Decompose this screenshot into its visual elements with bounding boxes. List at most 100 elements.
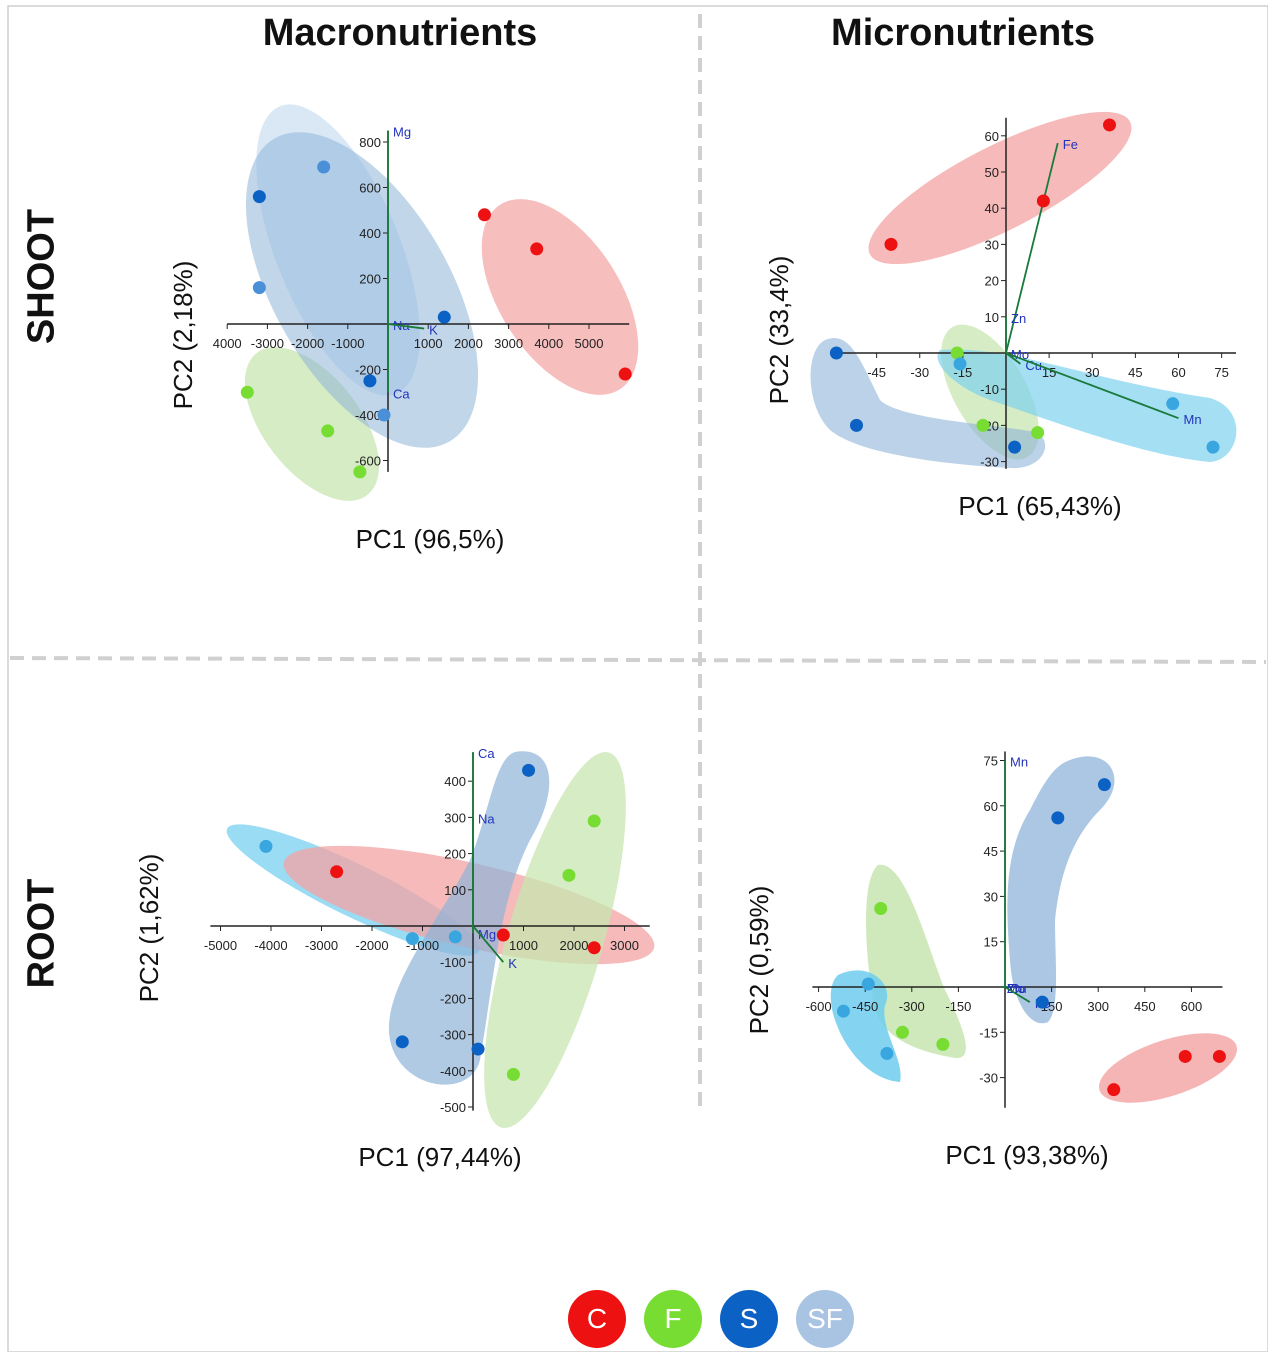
column-title-macronutrients: Macronutrients [262, 12, 538, 54]
y-axis-label: PC2 (0,59%) [744, 886, 774, 1035]
x-axis-label: PC1 (97,44%) [358, 1142, 521, 1172]
row-title-shoot: SHOOT [20, 208, 63, 345]
point-f [321, 424, 335, 438]
y-tick-label: 15 [984, 935, 998, 950]
point-f [240, 385, 254, 399]
y-tick-label: 600 [359, 181, 381, 196]
y-axis-label: PC2 (2,18%) [168, 261, 198, 410]
point-s [395, 1035, 409, 1049]
point-sf [836, 1004, 850, 1018]
point-sf [377, 408, 391, 422]
y-tick-label: 45 [984, 844, 998, 859]
loading-label-fe: Fe [1063, 137, 1078, 152]
x-tick-label: -300 [899, 999, 925, 1014]
y-tick-label: 30 [985, 237, 999, 252]
y-tick-label: -500 [440, 1100, 466, 1115]
point-f [936, 1037, 950, 1051]
y-tick-label: 30 [984, 889, 998, 904]
point-c [618, 367, 632, 381]
y-tick-label: 60 [985, 129, 999, 144]
y-tick-label: -400 [355, 408, 381, 423]
x-tick-label: 1000 [414, 336, 443, 351]
y-tick-label: -200 [355, 363, 381, 378]
x-tick-label: 3000 [494, 336, 523, 351]
y-tick-label: -100 [440, 955, 466, 970]
root-macro-hulls [226, 751, 655, 1128]
legend-item-f: F [644, 1290, 702, 1348]
x-tick-label: -150 [945, 999, 971, 1014]
loading-label-mo: Mo [1007, 981, 1025, 996]
point-f [1031, 426, 1045, 440]
point-sf [317, 160, 331, 174]
point-f [976, 418, 990, 432]
x-tick-label: -45 [867, 365, 886, 380]
y-tick-label: 100 [444, 883, 466, 898]
point-sf [861, 977, 875, 991]
point-s [437, 310, 451, 324]
y-tick-label: -30 [979, 1071, 998, 1086]
point-sf [1166, 397, 1180, 411]
point-f [562, 868, 576, 882]
legend-item-sf: SF [796, 1290, 854, 1348]
shoot-micro-hulls [810, 111, 1237, 469]
x-tick-label: -1000 [331, 336, 364, 351]
x-tick-label: 5000 [575, 336, 604, 351]
x-tick-label: 4000 [213, 336, 242, 351]
x-tick-label: 45 [1128, 365, 1142, 380]
legend-item-s: S [720, 1290, 778, 1348]
point-c [1178, 1049, 1192, 1063]
y-tick-label: -15 [979, 1025, 998, 1040]
point-s [850, 418, 863, 432]
x-tick-label: 450 [1134, 999, 1156, 1014]
x-axis-label: PC1 (65,43%) [958, 491, 1121, 521]
legend-item-c: C [568, 1290, 626, 1348]
x-tick-label: 600 [1181, 999, 1203, 1014]
loading-vector-fe [1005, 142, 1059, 354]
y-tick-label: 400 [444, 774, 466, 789]
horizontal-divider [9, 656, 1267, 664]
x-tick-label: 2000 [454, 336, 483, 351]
x-tick-label: -5000 [204, 938, 237, 953]
point-c [1212, 1049, 1226, 1063]
point-sf [259, 839, 273, 853]
point-s [522, 763, 536, 777]
loading-label-k: K [429, 323, 438, 338]
y-tick-label: 20 [985, 274, 999, 289]
point-c [530, 242, 544, 256]
loading-label-zn: Zn [1011, 311, 1026, 326]
x-tick-label: 300 [1087, 999, 1109, 1014]
loading-label-mo: Mo [1011, 347, 1029, 362]
point-s [1035, 995, 1049, 1009]
x-tick-label: 2000 [560, 938, 589, 953]
point-c [884, 237, 898, 251]
y-tick-label: -10 [980, 382, 999, 397]
point-sf [880, 1046, 894, 1060]
x-tick-label: 4000 [534, 336, 563, 351]
point-c [1103, 118, 1116, 132]
x-tick-label: -30 [910, 365, 929, 380]
y-tick-label: -200 [440, 991, 466, 1006]
point-c [1107, 1083, 1121, 1097]
loading-label-na: Na [478, 811, 495, 826]
y-tick-label: -400 [440, 1064, 466, 1079]
loading-label-mg: Mg [393, 125, 411, 140]
y-tick-label: 300 [444, 810, 466, 825]
point-f [874, 901, 888, 915]
y-tick-label: -300 [440, 1028, 466, 1043]
point-c [330, 865, 344, 879]
shoot-micronutrients-plot: -45 -30 -15 15 30 45 60 75605040302010-10-20-30… [764, 117, 1236, 521]
point-f [587, 814, 601, 828]
root-micronutrients-plot: -600 -450 -300 -150 150 300 450 6007560453015-1… [744, 751, 1226, 1170]
legend: C F S SF [568, 1290, 854, 1348]
y-tick-label: 10 [985, 310, 999, 325]
loading-label-mn: Mn [1184, 412, 1202, 427]
loading-label-zn: Zn [1007, 981, 1022, 996]
point-c [477, 208, 491, 222]
x-axis-label: PC1 (96,5%) [356, 524, 505, 554]
y-tick-label: 75 [984, 754, 998, 769]
point-s [471, 1042, 485, 1056]
x-tick-label: 75 [1214, 365, 1228, 380]
y-tick-label: 200 [359, 272, 381, 287]
point-f [353, 465, 367, 479]
